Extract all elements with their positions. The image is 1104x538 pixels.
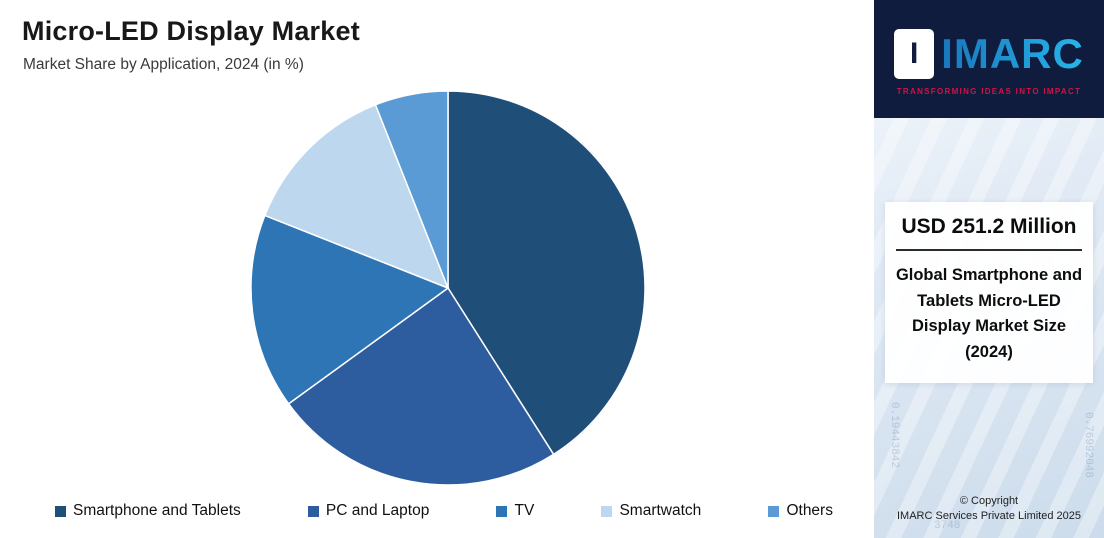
legend-item-others: Others [768, 502, 833, 520]
stat-value: USD 251.2 Million [901, 215, 1077, 238]
chart-panel: Micro-LED Display Market Market Share by… [22, 16, 833, 520]
legend-swatch [601, 505, 613, 517]
legend-item-smartwatch: Smartwatch [601, 502, 701, 520]
copyright-line2: IMARC Services Private Limited 2025 [896, 510, 1081, 522]
legend-item-smartphone-and-tablets: Smartphone and Tablets [55, 502, 241, 520]
imarc-logo-tile-letter: I [910, 36, 919, 70]
legend-item-tv: TV [496, 502, 534, 520]
legend-label: PC and Laptop [325, 502, 430, 519]
background-texture-number: 0.19443842 [888, 401, 900, 468]
pie-slice-smartphone-and-tablets [447, 90, 646, 456]
pie-slice-others [374, 90, 449, 289]
legend-label: Smartphone and Tablets [73, 502, 241, 519]
copyright: © Copyright IMARC Services Private Limit… [874, 495, 1104, 522]
imarc-logo-icon: I [894, 28, 935, 79]
legend-swatch [55, 505, 66, 517]
background-texture-number: 0.76992048 [1082, 411, 1094, 478]
pie-chart-container [248, 88, 648, 488]
copyright-line1: © Copyright [959, 495, 1019, 507]
sidebar: 0.76992048 0.19443842 3748 0.0 0.3 2.0 I… [874, 0, 1104, 538]
page-title: Micro-LED Display Market [22, 16, 360, 46]
legend-label: Smartwatch [619, 502, 702, 519]
legend-swatch [496, 505, 508, 517]
pie-slice-pc-and-laptop [287, 286, 555, 486]
logo-block: I IMARC TRANSFORMING IDEAS INTO IMPACT [874, 0, 1104, 118]
stat-card: USD 251.2 Million Global Smartphone and … [885, 202, 1093, 384]
imarc-tagline: TRANSFORMING IDEAS INTO IMPACT [896, 86, 1082, 96]
stat-divider [896, 249, 1082, 251]
imarc-logo-text: IMARC [941, 29, 1084, 77]
legend-swatch [768, 505, 780, 517]
legend-swatch [307, 505, 319, 517]
legend-label: TV [514, 502, 535, 519]
imarc-logo: I IMARC [894, 28, 1084, 79]
pie-slice-smartwatch [263, 103, 450, 290]
chart-subtitle: Market Share by Application, 2024 (in %) [23, 56, 304, 73]
legend-item-pc-and-laptop: PC and Laptop [307, 502, 430, 520]
legend: Smartphone and Tablets PC and Laptop TV Sma… [55, 502, 833, 520]
stat-description: Global Smartphone and Tablets Micro-LED … [895, 266, 1083, 361]
pie-chart [250, 90, 646, 486]
pie-slice-tv [250, 214, 450, 405]
legend-label: Others [786, 502, 833, 519]
